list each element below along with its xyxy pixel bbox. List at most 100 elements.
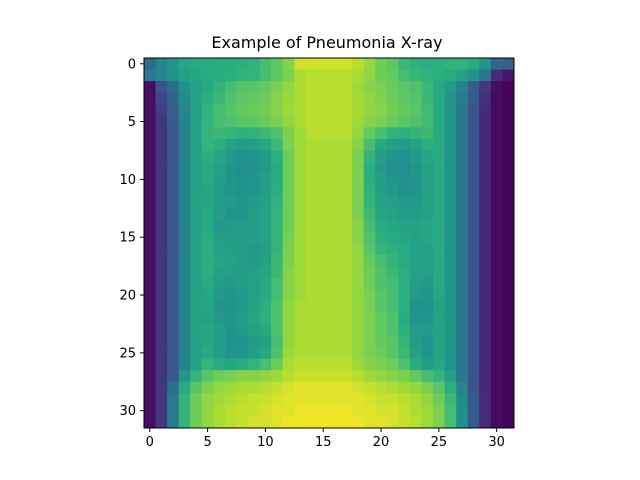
heatmap-cell [305, 416, 318, 429]
heatmap-cell [213, 185, 226, 198]
heatmap-cell [294, 104, 307, 117]
heatmap-cell [467, 404, 480, 417]
heatmap-cell [467, 150, 480, 163]
heatmap-cell [490, 312, 503, 325]
heatmap-cell [178, 219, 191, 232]
heatmap-cell [490, 358, 503, 371]
heatmap-cell [305, 393, 318, 406]
heatmap-cell [201, 323, 214, 336]
heatmap-cell [340, 323, 353, 336]
heatmap-cell [421, 393, 434, 406]
heatmap-cell [329, 185, 341, 198]
heatmap-cell [444, 150, 457, 163]
heatmap-cell [248, 266, 261, 279]
heatmap-cell [467, 243, 480, 255]
heatmap-cell [456, 277, 469, 290]
heatmap-cell [190, 289, 203, 302]
heatmap-cell [363, 254, 376, 267]
heatmap-cell [178, 243, 191, 255]
heatmap-cell [144, 404, 156, 417]
heatmap-cell [433, 127, 446, 140]
heatmap-cell [398, 312, 411, 325]
heatmap-cell [352, 404, 365, 417]
heatmap-cell [155, 81, 168, 94]
heatmap-cell [398, 185, 411, 198]
heatmap-cell [201, 347, 214, 360]
heatmap-cell [201, 416, 214, 429]
heatmap-cell [352, 370, 365, 383]
heatmap-cell [282, 289, 295, 302]
heatmap-cell [317, 162, 330, 175]
heatmap-cell [167, 185, 180, 198]
heatmap-cell [398, 162, 411, 175]
heatmap-cell [444, 300, 457, 313]
heatmap-cell [363, 104, 376, 117]
heatmap-cell [259, 381, 272, 394]
heatmap-cell [479, 219, 492, 232]
heatmap-cell [433, 300, 446, 313]
heatmap-cell [294, 266, 307, 279]
heatmap-cell [444, 312, 457, 325]
heatmap-cell [340, 162, 353, 175]
heatmap-cell [155, 312, 168, 325]
heatmap-cell [167, 416, 180, 429]
heatmap-cell [456, 370, 469, 383]
heatmap-cell [340, 243, 353, 255]
heatmap-cell [433, 323, 446, 336]
heatmap-cell [190, 104, 203, 117]
heatmap-cell [421, 358, 434, 371]
heatmap-cell [248, 185, 261, 198]
heatmap-cell [479, 312, 492, 325]
heatmap-cell [375, 104, 388, 117]
heatmap-cell [467, 81, 480, 94]
heatmap-cell [490, 69, 503, 82]
heatmap-cell [352, 393, 365, 406]
heatmap-cell [224, 289, 237, 302]
heatmap-cell [213, 266, 226, 279]
heatmap-cell [456, 104, 469, 117]
heatmap-cell [144, 243, 156, 255]
heatmap-cell [456, 69, 469, 82]
heatmap-cell [398, 81, 411, 94]
heatmap-cell [398, 104, 411, 117]
heatmap-cell [467, 138, 480, 151]
heatmap-cell [190, 69, 203, 82]
heatmap-cell [282, 69, 295, 82]
heatmap-cell [271, 69, 284, 82]
heatmap-cell [490, 185, 503, 198]
heatmap-cell [444, 81, 457, 94]
heatmap-cell [178, 335, 191, 348]
heatmap-cell [271, 104, 284, 117]
heatmap-cell [294, 92, 307, 105]
heatmap-cell [224, 81, 237, 94]
heatmap-cell [167, 381, 180, 394]
heatmap-cell [467, 162, 480, 175]
heatmap-cell [155, 266, 168, 279]
heatmap-cell [294, 138, 307, 151]
heatmap-cell [386, 416, 399, 429]
heatmap-cell [282, 81, 295, 94]
heatmap-cell [409, 185, 422, 198]
heatmap-cell [155, 300, 168, 313]
heatmap-cell [236, 58, 249, 70]
heatmap-cell [467, 323, 480, 336]
heatmap-cell [352, 173, 365, 186]
heatmap-cell [490, 381, 503, 394]
heatmap-cell [155, 335, 168, 348]
heatmap-cell [386, 393, 399, 406]
heatmap-cell [398, 254, 411, 267]
heatmap-cell [294, 370, 307, 383]
heatmap-cell [201, 196, 214, 209]
heatmap-cell [248, 69, 261, 82]
heatmap-cell [236, 104, 249, 117]
heatmap-cell [479, 231, 492, 244]
heatmap-cell [305, 173, 318, 186]
heatmap-cell [155, 104, 168, 117]
heatmap-cell [248, 208, 261, 221]
heatmap-cell [167, 277, 180, 290]
heatmap-cell [213, 173, 226, 186]
heatmap-cell [317, 185, 330, 198]
heatmap-cell [467, 219, 480, 232]
heatmap-cell [433, 231, 446, 244]
